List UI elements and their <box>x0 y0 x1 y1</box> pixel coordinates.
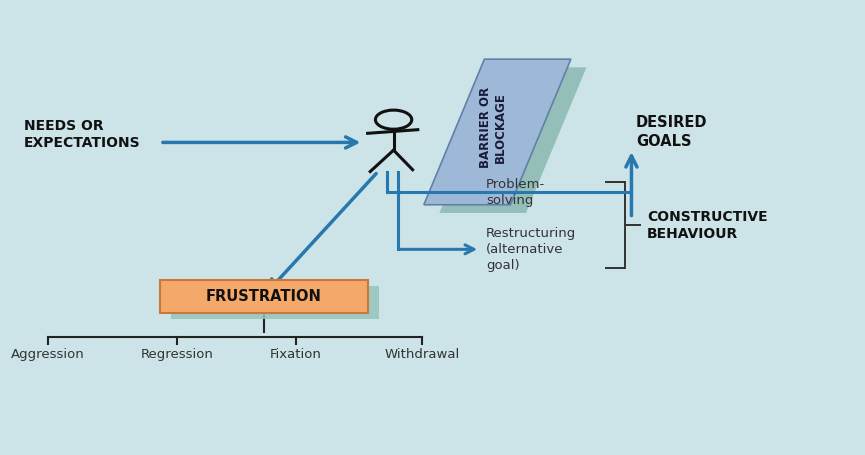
FancyBboxPatch shape <box>160 280 368 313</box>
Text: NEEDS OR
EXPECTATIONS: NEEDS OR EXPECTATIONS <box>24 119 141 150</box>
Text: Regression: Regression <box>141 348 214 361</box>
Polygon shape <box>439 67 586 213</box>
FancyBboxPatch shape <box>171 286 379 319</box>
Text: FRUSTRATION: FRUSTRATION <box>206 289 322 304</box>
Text: Aggression: Aggression <box>10 348 85 361</box>
Text: Withdrawal: Withdrawal <box>385 348 459 361</box>
Text: Fixation: Fixation <box>270 348 322 361</box>
Text: CONSTRUCTIVE
BEHAVIOUR: CONSTRUCTIVE BEHAVIOUR <box>647 210 767 241</box>
Polygon shape <box>424 59 571 205</box>
Text: Problem-
solving: Problem- solving <box>486 177 545 207</box>
Text: BARRIER OR
BLOCKAGE: BARRIER OR BLOCKAGE <box>479 87 507 168</box>
Text: Restructuring
(alternative
goal): Restructuring (alternative goal) <box>486 227 576 272</box>
Text: DESIRED
GOALS: DESIRED GOALS <box>636 115 708 149</box>
